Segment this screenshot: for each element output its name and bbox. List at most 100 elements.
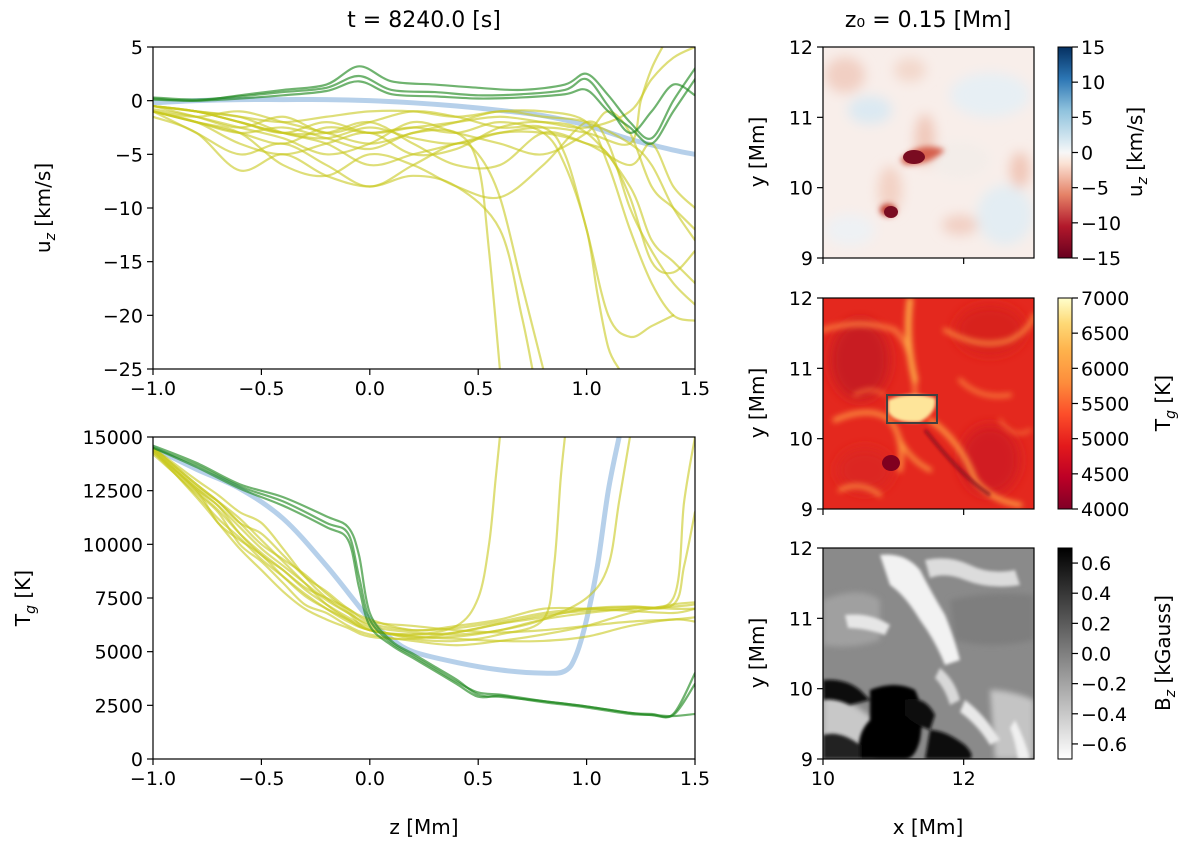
region-box — [886, 394, 938, 424]
uz-colorbar-tick-label: −5 — [1081, 178, 1109, 200]
tg-ytick-label: 10000 — [83, 534, 143, 556]
uz-map-ytick-label: 10 — [789, 178, 813, 200]
uz-colorbar-tick-label: 15 — [1081, 37, 1105, 59]
uz-map-ytick-label: 12 — [789, 37, 813, 59]
tg-series-y7 — [153, 437, 501, 636]
bz-colorbar — [1057, 547, 1073, 760]
tg-ytick-label: 2500 — [95, 695, 143, 717]
tg-series-g3 — [153, 446, 695, 718]
uz-series-y12 — [153, 110, 695, 242]
figure-title-left: t = 8240.0 [s] — [347, 8, 501, 33]
uz-map-panel: 9 10 11 12 y [Mm] 15 10 5 0 −5 −10 −15 uz [km/s] — [745, 37, 1151, 270]
tg-map-ylabel: y [Mm] — [745, 368, 769, 439]
tg-xtick-label: 1.5 — [680, 768, 710, 790]
figure-title-right: z₀ = 0.15 [Mm] — [845, 8, 1011, 33]
tg-map-ytick-label: 10 — [789, 429, 813, 451]
tg-colorbar-tick-label: 5500 — [1081, 394, 1129, 416]
uz-xtick-label: 0.5 — [463, 378, 493, 400]
tg-series-y9 — [153, 437, 632, 636]
uz-ytick-label: 0 — [131, 91, 143, 113]
tg-xtick-label: 0.0 — [355, 768, 385, 790]
uz-xtick-label: −0.5 — [238, 378, 284, 400]
uz-map-ylabel: y [Mm] — [745, 117, 769, 188]
tg-series-y8 — [153, 437, 567, 643]
tg-colorbar-tick-label: 6000 — [1081, 358, 1129, 380]
bz-colorbar-tick-label: −0.6 — [1081, 734, 1127, 756]
tg-colorbar-tick-label: 4500 — [1081, 464, 1129, 486]
uz-colorbar-tick-label: −15 — [1081, 248, 1121, 270]
uz-xtick-label: 1.5 — [680, 378, 710, 400]
uz-ytick-label: −15 — [103, 252, 143, 274]
uz-series-y7 — [153, 110, 695, 285]
bz-colorbar-tick-label: −0.2 — [1081, 674, 1127, 696]
uz-colorbar-tick-label: 0 — [1081, 143, 1093, 165]
tg-map-ytick-label: 9 — [801, 499, 813, 521]
uz-colorbar — [1057, 46, 1073, 259]
uz-series-y14 — [153, 47, 664, 146]
tg-profiles-panel: −1.0 −0.5 0.0 0.5 1.0 1.5 0 2500 5000 7500 10000 1… — [11, 427, 710, 839]
uz-colorbar-tick-label: −10 — [1081, 213, 1121, 235]
tg-ylabel: Tg [K] — [11, 570, 39, 627]
uz-map-image — [823, 47, 1034, 258]
bz-map-xlabel: x [Mm] — [893, 815, 964, 839]
tg-ytick-label: 7500 — [95, 588, 143, 610]
uz-profiles-panel: −1.0 −0.5 0.0 0.5 1.0 1.5 5 0 −5 −10 −15 −20 −25 uz… — [31, 37, 710, 400]
bz-map-ytick-label: 9 — [801, 749, 813, 771]
tg-map-image — [823, 298, 1034, 509]
tg-map-ytick-label: 11 — [789, 358, 813, 380]
uz-series-y2 — [153, 110, 545, 369]
bz-map-ylabel: y [Mm] — [745, 618, 769, 689]
uz-ytick-label: 5 — [131, 37, 143, 59]
uz-map-ytick-label: 11 — [789, 107, 813, 129]
uz-colorbar-label: uz [km/s] — [1123, 107, 1151, 197]
uz-series-g2 — [153, 74, 695, 134]
tg-map-ytick-label: 12 — [789, 288, 813, 310]
uz-series-y1 — [153, 110, 501, 369]
uz-xtick-label: 1.0 — [571, 378, 601, 400]
tg-xtick-label: 1.0 — [571, 768, 601, 790]
uz-series-y6 — [153, 104, 695, 322]
bz-colorbar-label: Bz [kGauss] — [1151, 595, 1179, 711]
tg-xtick-label: −0.5 — [238, 768, 284, 790]
tg-xtick-label: 0.5 — [463, 768, 493, 790]
uz-ytick-label: −25 — [103, 359, 143, 381]
tg-series-g2 — [153, 446, 695, 719]
tg-map-panel: 9 10 11 12 y [Mm] 7000 6500 6000 5500 5000 4500 4… — [745, 288, 1179, 521]
bz-map-image — [823, 548, 1034, 759]
bz-colorbar-tick-label: 0.6 — [1081, 553, 1111, 575]
tg-series-reference — [153, 437, 622, 676]
bz-colorbar-tick-label: 0.4 — [1081, 583, 1111, 605]
bz-colorbar-tick-label: 0.0 — [1081, 644, 1111, 666]
tg-colorbar-tick-label: 5000 — [1081, 429, 1129, 451]
bz-colorbar-tick-label: 0.2 — [1081, 613, 1111, 635]
uz-series-g3 — [153, 78, 695, 145]
uz-xtick-label: −1.0 — [130, 378, 176, 400]
uz-xtick-label: 0.0 — [355, 378, 385, 400]
bz-map-xtick-label: 12 — [952, 768, 976, 790]
uz-colorbar-tick-label: 5 — [1081, 107, 1093, 129]
uz-ytick-label: −5 — [115, 144, 143, 166]
tg-colorbar-tick-label: 6500 — [1081, 323, 1129, 345]
tg-series-y4 — [153, 450, 695, 643]
tg-colorbar — [1057, 297, 1073, 510]
bz-map-xtick-label: 10 — [811, 768, 835, 790]
tg-colorbar-label: Tg [K] — [1151, 375, 1179, 432]
tg-ytick-label: 5000 — [95, 642, 143, 664]
bz-map-ytick-label: 11 — [789, 608, 813, 630]
uz-series-y10 — [153, 110, 695, 306]
tg-ytick-label: 15000 — [83, 427, 143, 449]
tg-xlabel: z [Mm] — [389, 815, 458, 839]
tg-ytick-label: 0 — [131, 749, 143, 771]
uz-series-y4 — [153, 110, 621, 369]
uz-series-reference — [153, 97, 695, 157]
tg-colorbar-tick-label: 7000 — [1081, 288, 1129, 310]
tg-series-y5 — [153, 453, 695, 647]
bz-map-ytick-label: 10 — [789, 679, 813, 701]
uz-ytick-label: −20 — [103, 305, 143, 327]
bz-colorbar-tick-label: −0.4 — [1081, 704, 1127, 726]
tg-ytick-label: 12500 — [83, 481, 143, 503]
uz-ylabel: uz [km/s] — [31, 163, 59, 253]
tg-series-y11 — [153, 450, 695, 639]
